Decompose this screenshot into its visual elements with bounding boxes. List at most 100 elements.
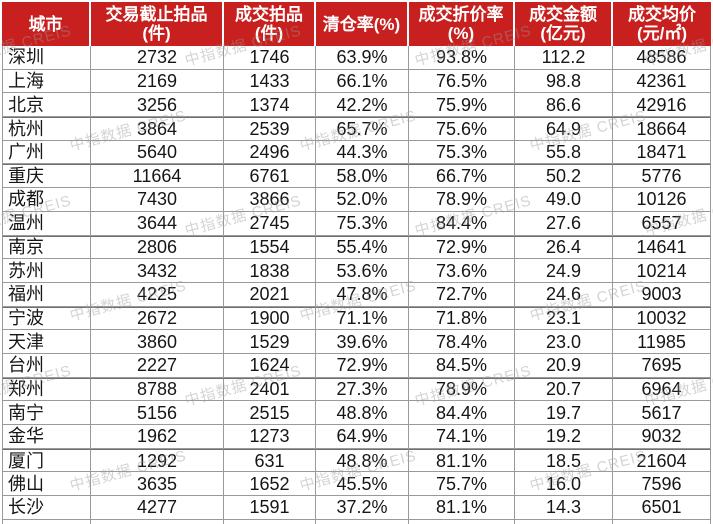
value-cell: 50.2 — [515, 164, 613, 189]
value-cell: 42916 — [613, 93, 711, 118]
value-cell: 81.1% — [409, 448, 515, 473]
column-header-title: 清仓率(%) — [322, 14, 401, 34]
value-cell: 78.9% — [409, 377, 515, 402]
column-header-title: 城市 — [28, 14, 63, 34]
table-row: 天津 3860 1529 39.6% 78.4% 23.0 11985 — [2, 330, 711, 354]
value-cell: 6761 — [224, 164, 316, 189]
value-cell: 11664 — [91, 164, 224, 189]
value-cell: 3860 — [91, 330, 224, 354]
value-cell: 18.5 — [515, 448, 613, 473]
city-cell: 重庆 — [2, 164, 91, 189]
table-row: 佛山 3635 1652 45.5% 75.7% 16.0 7596 — [2, 472, 711, 497]
value-cell: 72.9% — [316, 353, 409, 378]
value-cell: 631 — [224, 448, 316, 473]
value-cell: 55.8 — [515, 140, 613, 165]
empty-cell — [224, 519, 316, 524]
value-cell: 1624 — [224, 353, 316, 378]
value-cell: 55.4% — [316, 235, 409, 260]
value-cell: 42361 — [613, 69, 711, 94]
value-cell: 84.5% — [409, 353, 515, 378]
value-cell: 78.4% — [409, 330, 515, 354]
value-cell: 71.1% — [316, 306, 409, 331]
table-row: 南宁 5156 2515 48.8% 84.4% 19.7 5617 — [2, 401, 711, 425]
table-row: 成都 7430 3866 52.0% 78.9% 49.0 10126 — [2, 188, 711, 212]
table-row: 苏州 3432 1838 53.6% 73.6% 24.9 10214 — [2, 259, 711, 283]
table-row: 北京 3256 1374 42.2% 75.9% 86.6 42916 — [2, 93, 711, 118]
column-header: 成交折价率 (%) — [409, 2, 515, 46]
city-cell: 南宁 — [2, 401, 91, 425]
table-row: 厦门 1292 631 48.8% 81.1% 18.5 21604 — [2, 448, 711, 473]
value-cell: 2515 — [224, 401, 316, 425]
value-cell: 20.7 — [515, 377, 613, 402]
value-cell: 10126 — [613, 188, 711, 212]
value-cell: 1554 — [224, 235, 316, 260]
city-cell: 佛山 — [2, 472, 91, 497]
empty-cell — [316, 519, 409, 524]
value-cell: 75.9% — [409, 93, 515, 118]
city-cell: 福州 — [2, 282, 91, 307]
value-cell: 27.3% — [316, 377, 409, 402]
column-header: 成交均价 (元/㎡) — [613, 2, 711, 46]
value-cell: 42.2% — [316, 93, 409, 118]
column-header-title: 成交均价 — [628, 5, 696, 24]
column-header-unit: (元/㎡) — [636, 24, 688, 43]
value-cell: 64.9 — [515, 117, 613, 141]
value-cell: 98.8 — [515, 69, 613, 94]
table-row: 上海 2169 1433 66.1% 76.5% 98.8 42361 — [2, 69, 711, 94]
value-cell: 1529 — [224, 330, 316, 354]
city-cell: 北京 — [2, 93, 91, 118]
value-cell: 58.0% — [316, 164, 409, 189]
city-cell: 台州 — [2, 353, 91, 378]
value-cell: 3256 — [91, 93, 224, 118]
column-header-unit: (亿元) — [540, 24, 586, 43]
city-cell: 温州 — [2, 211, 91, 236]
table-row: 长沙 4277 1591 37.2% 81.1% 14.3 6501 — [2, 496, 711, 520]
city-cell: 广州 — [2, 140, 91, 165]
value-cell: 73.6% — [409, 259, 515, 283]
value-cell: 2732 — [91, 46, 224, 70]
value-cell: 8788 — [91, 377, 224, 402]
table-row: 温州 3644 2745 75.3% 84.4% 27.6 6557 — [2, 211, 711, 236]
value-cell: 74.1% — [409, 425, 515, 449]
table-body: 深圳 2732 1746 63.9% 93.8% 112.2 48586 上海 2169 1433… — [2, 46, 711, 524]
city-cell: 深圳 — [2, 46, 91, 70]
value-cell: 14.3 — [515, 496, 613, 520]
value-cell: 24.9 — [515, 259, 613, 283]
value-cell: 18471 — [613, 140, 711, 165]
table-row: 金华 1962 1273 64.9% 74.1% 19.2 9032 — [2, 425, 711, 449]
value-cell: 19.2 — [515, 425, 613, 449]
value-cell: 24.6 — [515, 282, 613, 307]
value-cell: 63.9% — [316, 46, 409, 70]
value-cell: 48.8% — [316, 448, 409, 473]
value-cell: 86.6 — [515, 93, 613, 118]
value-cell: 48.8% — [316, 401, 409, 425]
column-header-title: 成交拍品 — [235, 5, 303, 24]
value-cell: 81.1% — [409, 496, 515, 520]
value-cell: 1433 — [224, 69, 316, 94]
value-cell: 3644 — [91, 211, 224, 236]
value-cell: 14641 — [613, 235, 711, 260]
value-cell: 2539 — [224, 117, 316, 141]
value-cell: 47.8% — [316, 282, 409, 307]
city-cell: 南京 — [2, 235, 91, 260]
table-row: 台州 2227 1624 72.9% 84.5% 20.9 7695 — [2, 353, 711, 378]
value-cell: 5156 — [91, 401, 224, 425]
value-cell: 23.1 — [515, 306, 613, 331]
value-cell: 44.3% — [316, 140, 409, 165]
table-row: 重庆 11664 6761 58.0% 66.7% 50.2 5776 — [2, 164, 711, 189]
value-cell: 78.9% — [409, 188, 515, 212]
value-cell: 1746 — [224, 46, 316, 70]
value-cell: 39.6% — [316, 330, 409, 354]
column-header-title: 成交金额 — [529, 5, 597, 24]
value-cell: 6964 — [613, 377, 711, 402]
value-cell: 75.7% — [409, 472, 515, 497]
column-header-unit: (件) — [254, 24, 284, 43]
value-cell: 4277 — [91, 496, 224, 520]
value-cell: 1962 — [91, 425, 224, 449]
table-row: 南京 2806 1554 55.4% 72.9% 26.4 14641 — [2, 235, 711, 260]
value-cell: 72.7% — [409, 282, 515, 307]
value-cell: 23.0 — [515, 330, 613, 354]
value-cell: 3864 — [91, 117, 224, 141]
column-header: 成交拍品 (件) — [224, 2, 316, 46]
